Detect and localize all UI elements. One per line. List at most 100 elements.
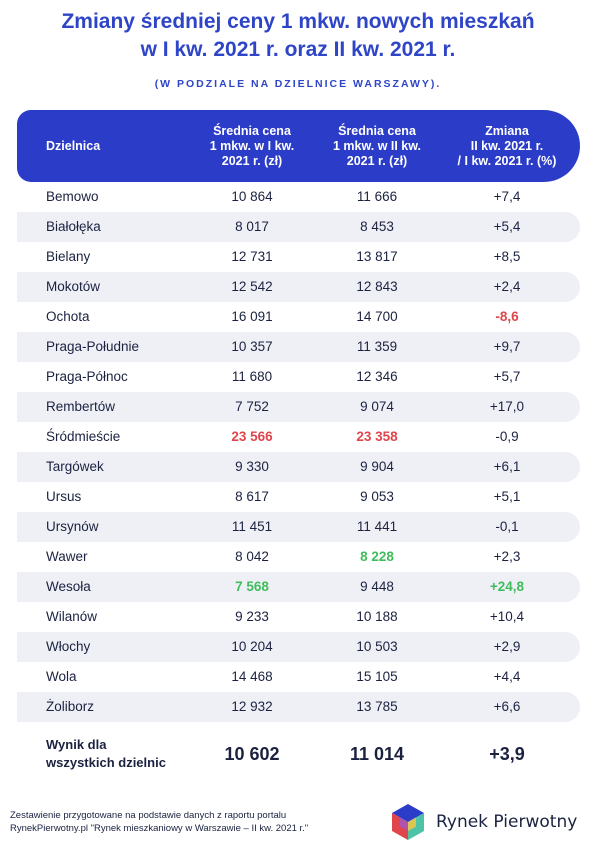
q2-price: 14 700	[356, 309, 398, 324]
q1-price: 11 451	[231, 519, 273, 534]
table-header: Dzielnica Średnia cena 1 mkw. w I kw. 20…	[17, 110, 580, 182]
summary-q1-price: 10 602	[224, 744, 280, 764]
price-change: +7,4	[493, 189, 521, 204]
source-note: Zestawienie przygotowane na podstawie da…	[10, 809, 390, 835]
header-q2-line1: Średnia cena	[338, 123, 416, 138]
header-district: Dzielnica	[46, 110, 186, 182]
q1-price: 8 617	[235, 489, 269, 504]
q2-price: 9 448	[360, 579, 394, 594]
q1-price: 10 357	[231, 339, 273, 354]
district-name: Mokotów	[46, 279, 101, 294]
district-name: Wawer	[46, 549, 88, 564]
header-q2-price: Średnia cena 1 mkw. w II kw. 2021 r. (zł…	[307, 110, 447, 182]
district-name: Praga-Południe	[46, 339, 140, 354]
price-change: +9,7	[493, 339, 521, 354]
table-row: Ursus 8 617 9 053 +5,1	[17, 482, 580, 512]
table-row: Bielany 12 731 13 817 +8,5	[17, 242, 580, 272]
q2-price: 12 346	[356, 369, 398, 384]
source-note-line2: RynekPierwotny.pl "Rynek mieszkaniowy w …	[10, 823, 309, 834]
district-name: Wola	[46, 669, 77, 684]
summary-label: Wynik dla wszystkich dzielnic	[46, 736, 206, 772]
title-line-1: Zmiany średniej ceny 1 mkw. nowych miesz…	[61, 10, 535, 33]
price-change: +5,1	[493, 489, 521, 504]
title-line-2: w I kw. 2021 r. oraz II kw. 2021 r.	[140, 38, 456, 61]
table-row: Żoliborz 12 932 13 785 +6,6	[17, 692, 580, 722]
q1-price: 11 680	[231, 369, 273, 384]
brand-logo: Rynek Pierwotny	[388, 800, 588, 844]
table-row: Wawer 8 042 8 228 +2,3	[17, 542, 580, 572]
table-row: Praga-Południe 10 357 11 359 +9,7	[17, 332, 580, 362]
q1-price: 9 330	[235, 459, 269, 474]
q1-price: 10 204	[231, 639, 273, 654]
summary-q2-price: 11 014	[349, 744, 405, 764]
q1-price: 7 568	[235, 579, 269, 594]
q2-price: 13 785	[356, 699, 398, 714]
price-change: -0,1	[495, 519, 519, 534]
table-row: Białołęka 8 017 8 453 +5,4	[17, 212, 580, 242]
district-name: Wilanów	[46, 609, 98, 624]
page-subtitle: (W PODZIALE NA DZIELNICE WARSZAWY).	[154, 78, 442, 90]
price-change: +10,4	[489, 609, 525, 624]
q1-price: 12 731	[231, 249, 273, 264]
brand-name: Rynek Pierwotny	[436, 812, 578, 832]
table-row: Wilanów 9 233 10 188 +10,4	[17, 602, 580, 632]
price-change: +6,6	[493, 699, 521, 714]
summary-row: Wynik dla wszystkich dzielnic 10 602 11 …	[17, 736, 580, 782]
price-change: -8,6	[495, 309, 519, 324]
table-row: Ursynów 11 451 11 441 -0,1	[17, 512, 580, 542]
table-row: Bemowo 10 864 11 666 +7,4	[17, 182, 580, 212]
rynek-pierwotny-logo-icon	[392, 804, 424, 840]
q2-price: 8 228	[360, 549, 394, 564]
q1-price: 8 042	[235, 549, 269, 564]
price-change: +24,8	[489, 579, 525, 594]
summary-label-line2: wszystkich dzielnic	[46, 755, 166, 770]
district-name: Ursus	[46, 489, 82, 504]
district-name: Wesoła	[46, 579, 91, 594]
header-change-line1: Zmiana	[485, 123, 529, 138]
q1-price: 12 932	[231, 699, 273, 714]
q1-price: 8 017	[235, 219, 269, 234]
q2-price: 23 358	[356, 429, 398, 444]
price-change: +6,1	[493, 459, 521, 474]
q2-price: 8 453	[360, 219, 394, 234]
district-name: Białołęka	[46, 219, 101, 234]
district-name: Rembertów	[46, 399, 116, 414]
page-title: Zmiany średniej ceny 1 mkw. nowych miesz…	[0, 8, 596, 64]
q2-price: 9 074	[360, 399, 394, 414]
table-row: Rembertów 7 752 9 074 +17,0	[17, 392, 580, 422]
table-row: Śródmieście 23 566 23 358 -0,9	[17, 422, 580, 452]
price-change: +5,7	[493, 369, 521, 384]
district-name: Bielany	[46, 249, 91, 264]
q2-price: 10 188	[356, 609, 398, 624]
header-change: Zmiana II kw. 2021 r. / I kw. 2021 r. (%…	[437, 110, 577, 182]
district-name: Ursynów	[46, 519, 99, 534]
table-row: Targówek 9 330 9 904 +6,1	[17, 452, 580, 482]
q1-price: 10 864	[231, 189, 273, 204]
q2-price: 11 441	[356, 519, 398, 534]
district-name: Śródmieście	[46, 429, 121, 444]
q1-price: 14 468	[231, 669, 273, 684]
q2-price: 13 817	[356, 249, 398, 264]
table-row: Praga-Północ 11 680 12 346 +5,7	[17, 362, 580, 392]
header-q1-line2: 1 mkw. w I kw.	[209, 138, 295, 153]
district-name: Bemowo	[46, 189, 99, 204]
table-row: Ochota 16 091 14 700 -8,6	[17, 302, 580, 332]
price-change: -0,9	[495, 429, 519, 444]
q2-price: 11 666	[356, 189, 398, 204]
source-note-line1: Zestawienie przygotowane na podstawie da…	[10, 810, 287, 821]
q2-price: 9 904	[360, 459, 394, 474]
summary-label-line1: Wynik dla	[46, 737, 107, 752]
price-change: +2,9	[493, 639, 521, 654]
table-row: Wola 14 468 15 105 +4,4	[17, 662, 580, 692]
header-change-line3: / I kw. 2021 r. (%)	[457, 153, 557, 168]
q1-price: 23 566	[231, 429, 273, 444]
table-row: Wesoła 7 568 9 448 +24,8	[17, 572, 580, 602]
header-q1-price: Średnia cena 1 mkw. w I kw. 2021 r. (zł)	[182, 110, 322, 182]
summary-change: +3,9	[489, 744, 525, 764]
price-change: +17,0	[489, 399, 525, 414]
header-change-line2: II kw. 2021 r.	[470, 138, 544, 153]
header-q2-line2: 1 mkw. w II kw.	[333, 138, 421, 153]
header-q1-line1: Średnia cena	[213, 123, 291, 138]
q2-price: 10 503	[356, 639, 398, 654]
q2-price: 9 053	[360, 489, 394, 504]
